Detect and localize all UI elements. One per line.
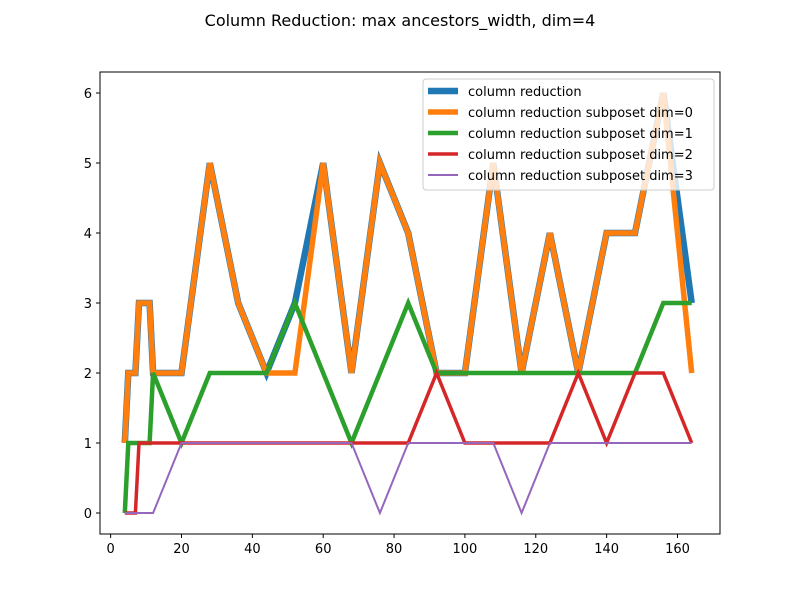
legend-label-3: column reduction subposet dim=2 xyxy=(468,148,693,163)
legend-label-0: column reduction xyxy=(468,85,582,100)
y-tick-label: 6 xyxy=(84,87,92,102)
x-tick-label: 80 xyxy=(386,542,403,557)
chart-title: Column Reduction: max ancestors_width, d… xyxy=(205,11,596,31)
x-tick-label: 60 xyxy=(315,542,332,557)
legend-label-1: column reduction subposet dim=0 xyxy=(468,106,693,121)
y-tick-label: 1 xyxy=(84,437,92,452)
x-tick-label: 20 xyxy=(173,542,190,557)
series-line-2 xyxy=(122,297,692,514)
y-axis: 0 1 2 3 4 5 6 xyxy=(84,87,100,522)
legend-label-4: column reduction subposet dim=3 xyxy=(468,169,693,184)
y-tick-label: 2 xyxy=(84,367,92,382)
y-tick-label: 4 xyxy=(84,227,92,242)
series-line-4 xyxy=(124,442,692,516)
legend-box xyxy=(422,78,715,191)
x-tick-label: 120 xyxy=(523,542,548,557)
y-tick-label: 3 xyxy=(84,297,92,312)
x-tick-label: 100 xyxy=(453,542,478,557)
x-tick-label: 40 xyxy=(244,542,261,557)
y-tick-label: 5 xyxy=(84,157,92,172)
legend-label-2: column reduction subposet dim=1 xyxy=(468,127,693,142)
series-line-3 xyxy=(124,368,694,515)
legend: column reduction column reduction subpose… xyxy=(422,78,715,191)
series-layer xyxy=(121,92,695,516)
series-line-1 xyxy=(122,92,695,444)
x-axis: 0 20 40 60 80 100 120 140 160 xyxy=(106,534,690,557)
y-tick-label: 0 xyxy=(84,507,92,522)
x-tick-label: 140 xyxy=(594,542,619,557)
x-tick-label: 0 xyxy=(106,542,114,557)
x-tick-label: 160 xyxy=(665,542,690,557)
